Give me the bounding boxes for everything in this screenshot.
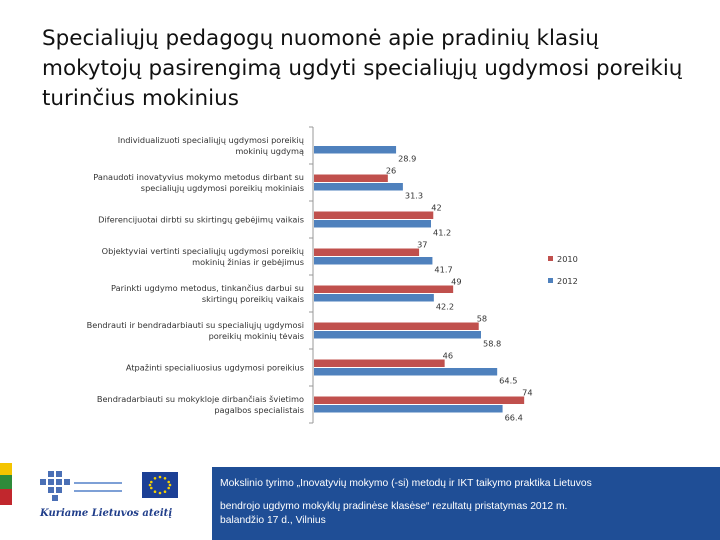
bar-2012 (314, 220, 432, 228)
legend-swatch-2010 (548, 256, 553, 261)
category-label: poreikių mokinių tėvais (209, 331, 304, 341)
data-label-2010: 74 (522, 388, 532, 398)
bar-2012 (314, 257, 433, 265)
data-label-2010: 46 (443, 351, 453, 361)
category-label: mokinių žinias ir gebėjimus (192, 257, 304, 267)
category-label: Panaudoti inovatyvius mokymo metodus dir… (93, 172, 304, 182)
bar-2010 (314, 359, 445, 367)
category-label: Individualizuoti specialiųjų ugdymosi po… (118, 135, 305, 145)
data-label-2010: 42 (431, 203, 441, 213)
category-label: mokinių ugdymą (235, 146, 304, 156)
data-label-2012: 58.8 (483, 339, 501, 349)
bar-2010 (314, 248, 420, 256)
bar-2010 (314, 285, 454, 293)
data-label-2010: 58 (477, 314, 487, 324)
info-line-1: Mokslinio tyrimo „Inovatyvių mokymo (-si… (220, 478, 592, 489)
info-line-3: balandžio 17 d., Vilnius (220, 515, 326, 526)
category-label: specialiųjų ugdymosi poreikių mokiniais (141, 183, 304, 193)
bar-2010 (314, 211, 434, 219)
bar-2012 (314, 368, 498, 376)
category-label: skirtingų poreikių vaikais (202, 294, 304, 304)
data-label-2012: 28.9 (398, 154, 416, 164)
category-label: Parinkti ugdymo metodus, tinkančius darb… (111, 283, 304, 293)
category-label: Atpažinti specialiuosius ugdymosi poreik… (126, 363, 304, 373)
legend-swatch-2012 (548, 278, 553, 283)
category-label: pagalbos specialistais (214, 405, 304, 415)
bar-2012 (314, 331, 481, 339)
data-label-2012: 42.2 (436, 302, 454, 312)
logo-graphic (40, 471, 178, 501)
data-label-2010: 37 (417, 240, 427, 250)
info-line-2: bendrojo ugdymo mokyklų pradinėse klasės… (220, 501, 568, 512)
data-label-2012: 41.7 (434, 265, 452, 275)
bar-2012 (314, 405, 503, 413)
bar-2010 (314, 396, 525, 404)
bar-chart: Individualizuoti specialiųjų ugdymosi po… (87, 126, 578, 424)
bar-2012 (314, 183, 403, 191)
category-label: Bendradarbiauti su mokykloje dirbančiais… (97, 394, 304, 404)
presentation-info-box: Mokslinio tyrimo „Inovatyvių mokymo (-si… (212, 467, 720, 540)
data-label-2012: 31.3 (405, 191, 423, 201)
data-label-2010: 26 (386, 166, 396, 176)
footer (0, 463, 720, 540)
bar-2012 (314, 146, 397, 154)
legend-label-2010: 2010 (557, 254, 578, 264)
bar-2010 (314, 174, 388, 182)
footer-stripe-yellow (0, 463, 12, 475)
bar-2012 (314, 294, 434, 302)
category-label: Objektyviai vertinti specialiųjų ugdymos… (102, 246, 305, 256)
data-label-2012: 64.5 (499, 376, 517, 386)
bar-2010 (314, 322, 479, 330)
legend-label-2012: 2012 (557, 276, 578, 286)
category-label: Bendrauti ir bendradarbiauti su speciali… (87, 320, 304, 330)
footer-stripe-green (0, 475, 12, 489)
slide-title: Specialiųjų pedagogų nuomonė apie pradin… (42, 26, 683, 111)
data-label-2012: 66.4 (505, 413, 523, 423)
logo-caption: Kuriame Lietuvos ateitį (40, 508, 173, 519)
eu-funds-logo (34, 468, 184, 530)
category-label: Diferencijuotai dirbti su skirtingų gebė… (98, 215, 304, 225)
footer-stripe-red (0, 489, 12, 505)
data-label-2012: 41.2 (433, 228, 451, 238)
data-label-2010: 49 (451, 277, 461, 287)
